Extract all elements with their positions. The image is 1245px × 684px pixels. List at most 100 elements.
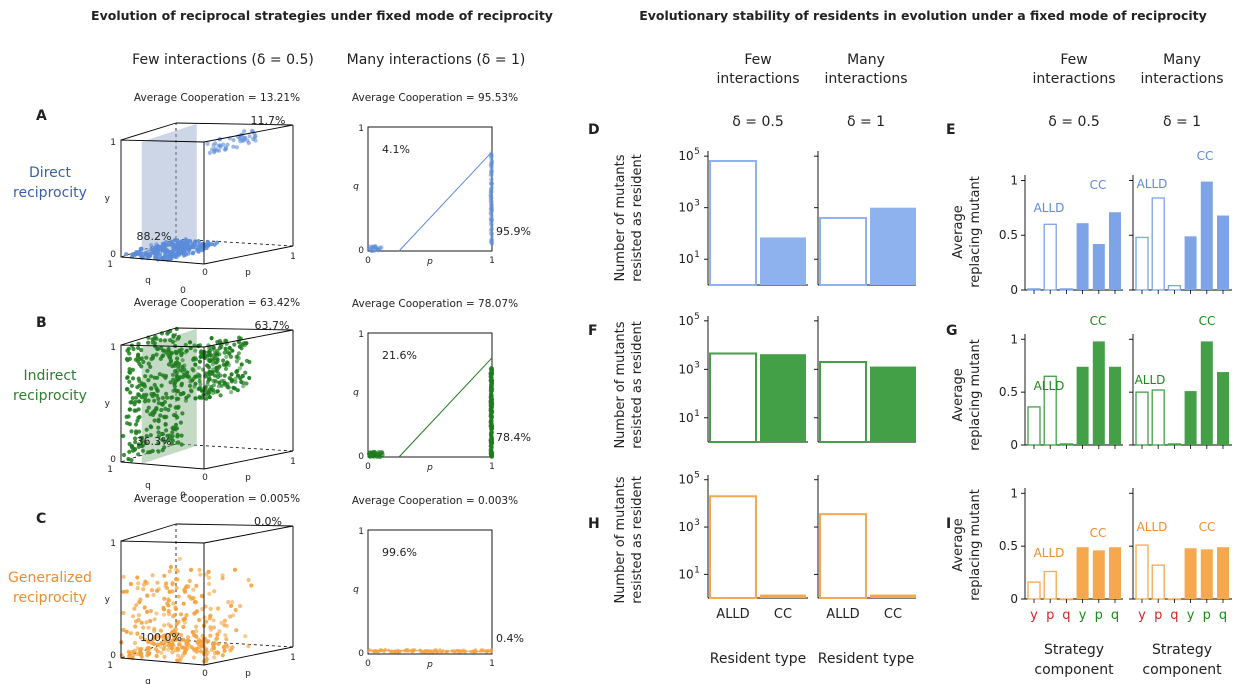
cube-point xyxy=(206,375,211,380)
cube-point xyxy=(135,586,140,591)
cube-point xyxy=(193,381,198,386)
cube-point xyxy=(166,348,171,353)
cube-point xyxy=(226,600,231,605)
square-point xyxy=(488,231,494,236)
cube-point xyxy=(204,396,209,401)
cube-point xyxy=(156,434,161,439)
cube-point xyxy=(138,635,143,640)
lin-bar-q xyxy=(1217,547,1229,599)
square-point xyxy=(489,186,494,191)
square-point xyxy=(445,649,449,654)
lin-category-label: p xyxy=(1095,608,1103,623)
cube-point xyxy=(133,436,138,441)
cube-point xyxy=(212,646,217,651)
cube-point xyxy=(171,425,176,430)
cube-point xyxy=(184,348,189,353)
square-point xyxy=(489,223,494,228)
cube-point xyxy=(176,396,181,401)
cube-point xyxy=(121,574,126,580)
cube-point xyxy=(134,603,139,608)
cube-point xyxy=(172,384,177,389)
square-point xyxy=(377,245,382,251)
cube-point xyxy=(141,587,146,592)
lin-bar-y xyxy=(1135,544,1149,600)
cube-point xyxy=(124,387,129,392)
square-point xyxy=(489,181,494,186)
cube-point xyxy=(249,128,254,133)
cube-point xyxy=(179,442,184,447)
cube-point xyxy=(137,383,142,388)
square-point xyxy=(489,241,495,246)
cube-point xyxy=(199,639,204,644)
cube-point xyxy=(206,581,212,587)
cube-point xyxy=(125,375,130,380)
cube-point xyxy=(188,388,194,393)
right-title: Evolutionary stability of residents in e… xyxy=(639,8,1207,23)
ylabel-h-2: resisted as resident xyxy=(630,476,645,604)
cube-point xyxy=(247,134,252,139)
square-point xyxy=(471,649,475,653)
cube-point xyxy=(146,398,151,403)
square-point xyxy=(366,246,371,251)
square-point xyxy=(488,194,494,199)
cube-point xyxy=(143,440,148,446)
square-point xyxy=(488,153,494,158)
cube-point xyxy=(198,572,203,577)
lin-category-label: y xyxy=(1030,608,1038,623)
cube-point xyxy=(119,653,124,658)
cube-point xyxy=(144,355,149,360)
cube-point xyxy=(171,644,176,649)
cube-points xyxy=(124,128,258,262)
header-many-d-2: interactions xyxy=(824,71,907,87)
cube-point xyxy=(187,383,193,388)
cube-point xyxy=(146,648,151,653)
panel-letter-i: I xyxy=(946,516,951,532)
cube-point xyxy=(137,399,142,404)
cube-tick-p0: 0 xyxy=(202,669,208,679)
cube-point xyxy=(244,381,249,386)
cube-point xyxy=(175,356,180,361)
lin-bar-q xyxy=(1109,212,1121,290)
log-tick-label: 10 xyxy=(678,473,693,487)
cube-point xyxy=(162,623,167,628)
cube-tick-p1: 1 xyxy=(290,653,296,663)
cube-point xyxy=(137,357,142,362)
cube-point xyxy=(158,338,163,343)
cube-point xyxy=(130,396,135,401)
cube-point xyxy=(163,422,168,427)
cube-point xyxy=(144,581,149,586)
cube-point xyxy=(180,391,186,396)
square-point xyxy=(489,226,494,231)
square-point xyxy=(488,189,494,195)
cube-point xyxy=(216,641,221,647)
header-few-left: Few interactions (δ = 0.5) xyxy=(132,52,314,68)
cube-point xyxy=(124,629,129,634)
cube-point xyxy=(181,624,186,630)
group-label-alld: ALLD xyxy=(1137,177,1168,191)
square-point xyxy=(374,452,380,457)
left-title: Evolution of reciprocal strategies under… xyxy=(91,8,553,23)
cube-point xyxy=(173,405,178,410)
cube-point xyxy=(139,348,144,353)
header-many-e-2: interactions xyxy=(1140,71,1223,87)
square-point xyxy=(489,231,494,237)
square-point xyxy=(489,212,494,217)
square-point xyxy=(437,650,441,654)
row-label-indirect-1: Indirect xyxy=(23,368,77,384)
cube-point xyxy=(158,413,163,418)
cube-point xyxy=(225,644,230,649)
cube-point xyxy=(161,353,166,358)
cube-point xyxy=(182,363,187,368)
cube-point xyxy=(205,239,210,244)
log-tick-exponent: 1 xyxy=(694,409,700,419)
cube-annotation-bottom: 88.2% xyxy=(137,230,172,243)
cube-point xyxy=(138,246,143,251)
cube-point xyxy=(156,633,161,638)
cube-point xyxy=(246,577,251,583)
cube-point xyxy=(149,641,155,646)
cube-point xyxy=(128,581,133,587)
square-point xyxy=(375,247,381,252)
square-point xyxy=(489,159,495,164)
cube-point xyxy=(165,586,170,591)
